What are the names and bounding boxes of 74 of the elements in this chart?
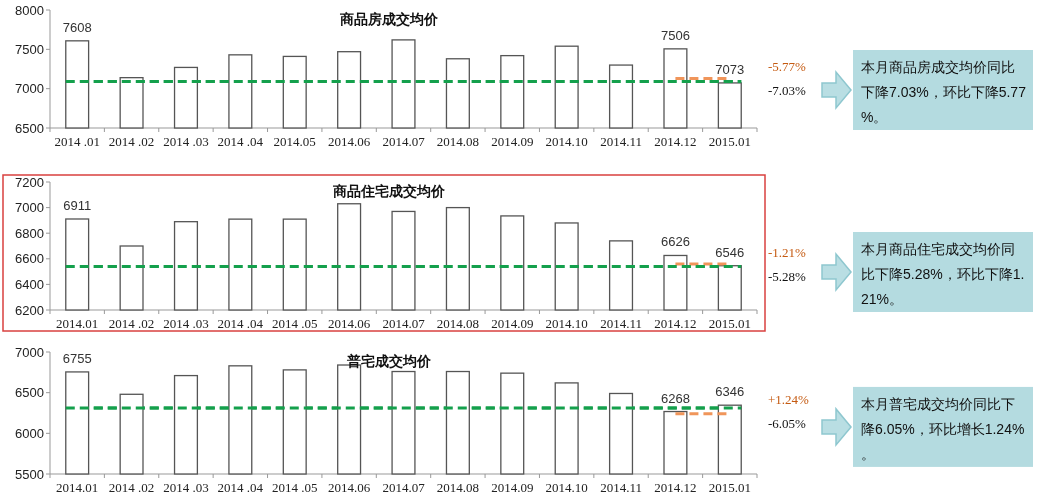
x-tick-label: 2014.07: [382, 480, 426, 493]
data-label: 6346: [715, 384, 745, 400]
chart-title: 普宅成交均价: [345, 353, 432, 369]
x-tick-label: 2014.12: [654, 316, 697, 331]
x-tick-label: 2014.11: [600, 480, 642, 493]
y-tick-label: 6600: [15, 251, 44, 267]
x-tick-label: 2014.01: [56, 480, 99, 493]
x-tick-label: 2014 .02: [108, 316, 155, 331]
data-label: 7506: [660, 27, 690, 43]
chart-title: 商品住宅成交均价: [331, 183, 446, 199]
y-tick-label: 6500: [15, 385, 44, 401]
y-tick-label: 6800: [15, 225, 44, 241]
x-tick-label: 2014.10: [545, 134, 588, 149]
x-tick-label: 2015.01: [708, 134, 751, 149]
x-tick-label: 2014.11: [600, 316, 642, 331]
x-tick-label: 2014.05: [273, 134, 316, 149]
data-label: 7073: [715, 61, 745, 77]
x-tick-label: 2014 .01: [54, 134, 100, 149]
y-tick-label: 7000: [15, 200, 44, 216]
x-tick-label: 2014.12: [654, 134, 697, 149]
data-label: 6268: [660, 390, 690, 406]
x-tick-label: 2014.01: [56, 316, 99, 331]
text: -7.03%: [768, 83, 807, 99]
x-tick-label: 2014.06: [327, 134, 371, 149]
x-tick-label: 2014.06: [327, 316, 371, 331]
x-tick-label: 2014 .04: [217, 316, 264, 331]
text: 本月商品房成交均价同比下降7.03%，环比下降5.77%。: [861, 59, 1027, 125]
y-tick-label: 6000: [15, 425, 44, 441]
data-label: 6911: [63, 197, 92, 213]
data-label: 6626: [660, 234, 690, 250]
y-tick-label: 6200: [15, 302, 44, 318]
x-tick-label: 2014 .03: [163, 480, 209, 493]
x-tick-label: 2014.09: [491, 480, 534, 493]
x-tick-label: 2014 .04: [217, 480, 264, 493]
data-label: 7608: [62, 19, 92, 35]
x-tick-label: 2014.06: [327, 480, 371, 493]
y-tick-label: 6500: [15, 120, 44, 136]
data-label: 6546: [715, 244, 745, 260]
x-tick-label: 2014.09: [491, 134, 534, 149]
x-tick-label: 2014 .02: [108, 480, 155, 493]
x-tick-label: 2014 .05: [271, 316, 318, 331]
text: 本月普宅成交均价同比下降6.05%，环比增长1.24%。: [861, 395, 1025, 462]
y-tick-label: 5500: [15, 466, 44, 482]
x-tick-label: 2014.12: [654, 480, 697, 493]
x-tick-label: 2014.10: [545, 480, 588, 493]
x-tick-label: 2014 .05: [271, 480, 318, 493]
x-tick-label: 2014 .02: [108, 134, 155, 149]
x-tick-label: 2014.08: [436, 480, 480, 493]
x-tick-label: 2015.01: [708, 480, 751, 493]
x-tick-label: 2014.07: [382, 316, 426, 331]
y-tick-label: 6400: [15, 276, 44, 292]
text: -5.77%: [768, 59, 807, 75]
y-tick-label: 7000: [15, 81, 44, 97]
x-tick-label: 2014 .04: [217, 134, 264, 149]
text: -5.28%: [768, 268, 807, 284]
y-tick-label: 7000: [15, 344, 44, 360]
x-tick-label: 2014.09: [491, 316, 534, 331]
x-tick-label: 2015.01: [708, 316, 751, 331]
chart-title: 商品房成交均价: [338, 11, 439, 27]
text: -1.21%: [768, 244, 807, 260]
y-tick-label: 8000: [15, 2, 44, 18]
text: 本月商品住宅成交均价同比下降5.28%，环比下降1.21%。: [861, 241, 1025, 307]
y-tick-label: 7200: [15, 174, 44, 190]
text: +1.24%: [768, 391, 810, 407]
x-tick-label: 2014.08: [436, 316, 480, 331]
y-tick-label: 7500: [15, 41, 44, 57]
data-label: 6755: [62, 350, 92, 366]
x-tick-label: 2014.11: [600, 134, 642, 149]
text: -6.05%: [768, 415, 807, 431]
x-tick-label: 2014 .03: [163, 316, 209, 331]
x-tick-label: 2014.10: [545, 316, 588, 331]
x-tick-label: 2014 .03: [163, 134, 209, 149]
x-tick-label: 2014.08: [436, 134, 480, 149]
x-tick-label: 2014.07: [382, 134, 426, 149]
